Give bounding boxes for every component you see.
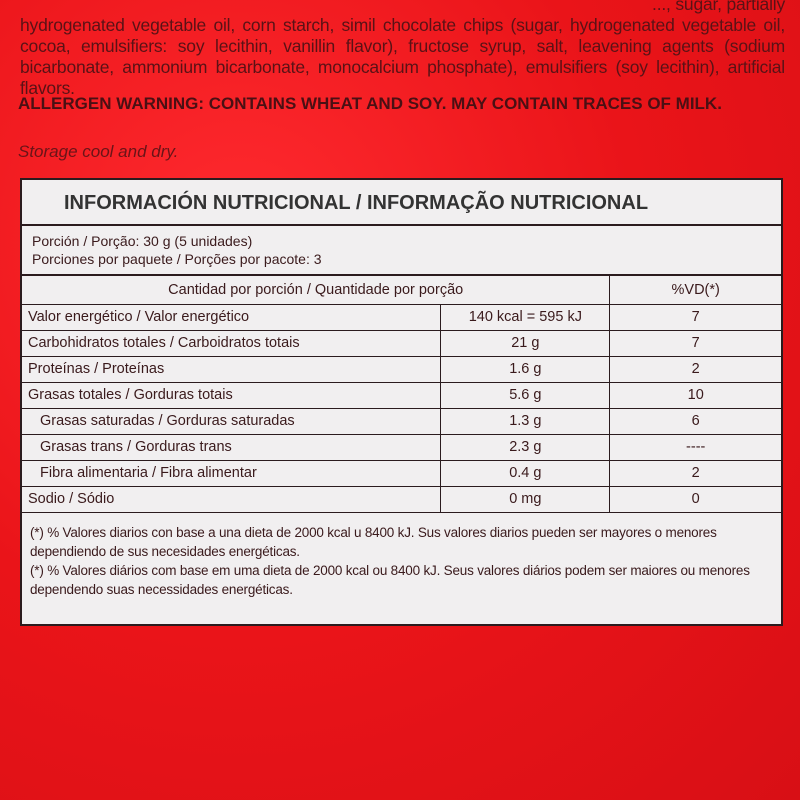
nutrient-value: 1.6 g xyxy=(440,355,611,383)
nutrient-vd: 2 xyxy=(609,355,781,383)
portion-size: Porción / Porção: 30 g (5 unidades) xyxy=(32,233,253,249)
ingredients-text: ..., sugar, partially hydrogenated vegeta… xyxy=(20,0,785,99)
header-qty: Cantidad por porción / Quantidade por po… xyxy=(22,276,611,305)
nutrient-value: 5.6 g xyxy=(440,381,611,409)
footnote-pt: (*) % Valores diários com base em uma di… xyxy=(30,562,750,597)
nutrient-vd: ---- xyxy=(609,433,781,461)
ingredients: hydrogenated vegetable oil, corn starch,… xyxy=(20,15,785,98)
storage-note: Storage cool and dry. xyxy=(18,142,179,161)
table-row: Grasas trans / Gorduras trans 2.3 g ---- xyxy=(22,433,781,461)
table-row: Valor energético / Valor energético 140 k… xyxy=(22,303,781,331)
nutrient-value: 1.3 g xyxy=(440,407,611,435)
label-title: INFORMACIÓN NUTRICIONAL / INFORMAÇÃO NUT… xyxy=(22,180,781,226)
nutrient-vd: 7 xyxy=(609,329,781,357)
nutrient-vd: 6 xyxy=(609,407,781,435)
portion-info: Porción / Porção: 30 g (5 unidades) Porc… xyxy=(22,226,781,276)
table-row: Fibra alimentaria / Fibra alimentar 0.4 g… xyxy=(22,459,781,487)
header-vd: %VD(*) xyxy=(609,276,781,305)
table-row: Sodio / Sódio 0 mg 0 xyxy=(22,485,781,513)
nutrient-name: Grasas totales / Gorduras totais xyxy=(22,381,442,409)
footnotes: (*) % Valores diarios con base a una die… xyxy=(22,513,781,599)
nutrition-facts-label: INFORMACIÓN NUTRICIONAL / INFORMAÇÃO NUT… xyxy=(20,178,783,626)
nutrient-value: 140 kcal = 595 kJ xyxy=(440,303,611,331)
nutrient-name: Grasas trans / Gorduras trans xyxy=(22,433,442,461)
nutrient-value: 0 mg xyxy=(440,485,611,513)
footnote-es: (*) % Valores diarios con base a una die… xyxy=(30,524,717,559)
allergen-warning: ALLERGEN WARNING: CONTAINS WHEAT AND SOY… xyxy=(18,94,722,113)
nutrient-name: Carbohidratos totales / Carboidratos tot… xyxy=(22,329,442,357)
table-row: Grasas totales / Gorduras totais 5.6 g 10 xyxy=(22,381,781,409)
nutrient-name: Sodio / Sódio xyxy=(22,485,442,513)
nutrient-value: 0.4 g xyxy=(440,459,611,487)
nutrient-vd: 7 xyxy=(609,303,781,331)
portions-per-pack: Porciones por paquete / Porções por paco… xyxy=(32,251,322,267)
nutrient-value: 2.3 g xyxy=(440,433,611,461)
nutrient-name: Fibra alimentaria / Fibra alimentar xyxy=(22,459,442,487)
table-row: Grasas saturadas / Gorduras saturadas 1.3… xyxy=(22,407,781,435)
nutrition-table: Cantidad por porción / Quantidade por po… xyxy=(22,276,781,513)
nutrient-vd: 10 xyxy=(609,381,781,409)
nutrient-value: 21 g xyxy=(440,329,611,357)
table-header: Cantidad por porción / Quantidade por po… xyxy=(22,276,781,305)
nutrient-name: Valor energético / Valor energético xyxy=(22,303,442,331)
nutrient-name: Proteínas / Proteínas xyxy=(22,355,442,383)
nutrient-vd: 0 xyxy=(609,485,781,513)
ingredients-partial: ..., sugar, partially xyxy=(652,0,785,14)
nutrient-name: Grasas saturadas / Gorduras saturadas xyxy=(22,407,442,435)
nutrient-vd: 2 xyxy=(609,459,781,487)
table-row: Carbohidratos totales / Carboidratos tot… xyxy=(22,329,781,357)
